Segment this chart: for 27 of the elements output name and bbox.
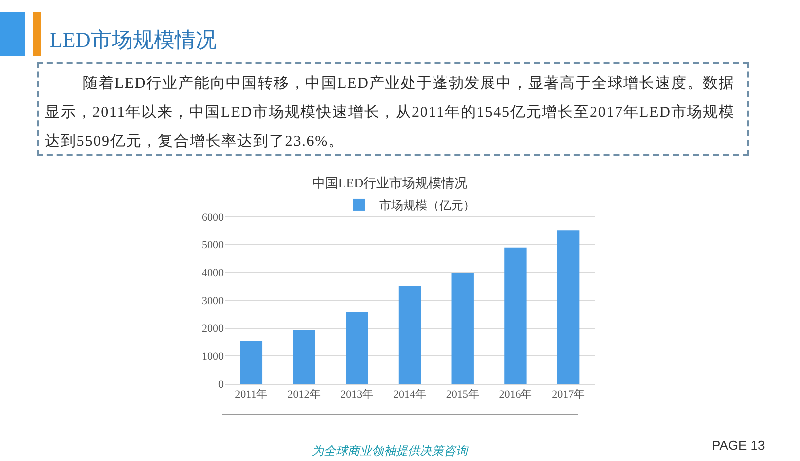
x-tick-label: 2015年	[446, 389, 480, 402]
x-tick-label: 2014年	[394, 389, 426, 402]
x-tick-label: 2017年	[552, 389, 586, 402]
text: LED市场规模情况	[50, 27, 217, 53]
bar	[398, 286, 422, 384]
bar	[240, 341, 263, 384]
legend-label: 市场规模（亿元）	[380, 198, 476, 213]
chart-title: 中国LED行业市场规模情况	[312, 175, 468, 190]
bar	[557, 230, 580, 384]
y-tick-label: 2000	[202, 323, 224, 336]
y-tick-label: 5000	[202, 240, 224, 252]
x-tick-label: 2011年	[235, 389, 268, 402]
y-tick-label: 6000	[202, 212, 224, 224]
y-tick-label: 3000	[202, 295, 224, 308]
bar	[452, 274, 474, 384]
bar	[346, 312, 368, 384]
x-tick-label: 2012年	[288, 389, 321, 402]
bar	[504, 248, 527, 384]
y-tick-label: 0	[218, 378, 224, 391]
text: 为全球商业领袖提供决策咨询	[312, 443, 468, 459]
x-tick-label: 2013年	[340, 389, 374, 402]
x-tick-label: 2016年	[499, 389, 532, 402]
y-tick-label: 4000	[202, 268, 224, 280]
bar	[293, 330, 316, 384]
text: PAGE 13	[712, 438, 766, 454]
y-tick-label: 1000	[202, 351, 224, 364]
text: 随着LED行业产能向中国转移，中国LED产业处于蓬勃发展中，显著高于全球增长速度。数据显示，2011年以来，中国LED市场规模快速增长，从2011年的1545亿元增长至2017年LED市场规模达到5509亿元，复合增长率达到了23.6%。	[45, 74, 736, 152]
